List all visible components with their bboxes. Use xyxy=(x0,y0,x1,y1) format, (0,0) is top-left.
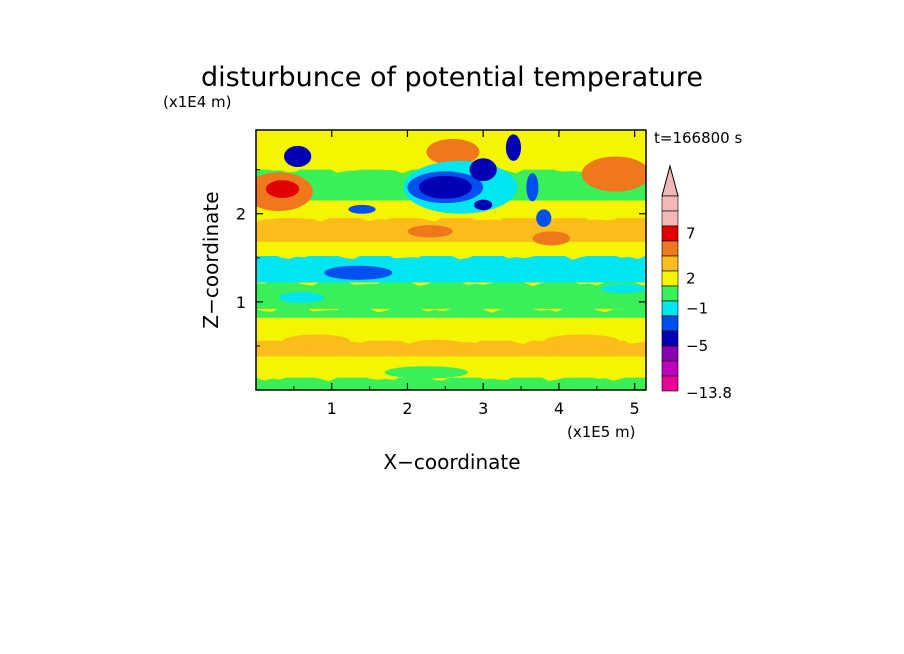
colorbar-label: 2 xyxy=(686,270,696,288)
time-label: t=166800 s xyxy=(654,129,742,147)
colorbar-label: −1 xyxy=(686,300,708,318)
colorbar-level xyxy=(661,360,679,377)
contour-band xyxy=(256,314,646,341)
x-tick-label: 5 xyxy=(630,399,640,418)
x-tick-label: 2 xyxy=(402,399,412,418)
ticks-layer: 1 2 3 4 5 1 2 xyxy=(236,130,646,418)
colorbar-level xyxy=(661,270,679,287)
contour-band xyxy=(256,238,646,257)
contour-blob xyxy=(265,180,300,198)
blobs-layer xyxy=(256,134,646,379)
colorbar-level xyxy=(661,285,679,302)
contour-blob xyxy=(284,145,312,168)
contour-band xyxy=(256,352,646,378)
contour-blob xyxy=(536,209,552,227)
colorbar-level xyxy=(661,255,679,272)
plot-area xyxy=(256,130,646,390)
contour-blob xyxy=(407,225,453,238)
colorbar-level xyxy=(661,345,679,362)
colorbar-label: 7 xyxy=(686,225,696,243)
colorbar-max-arrow xyxy=(661,164,679,197)
colorbar-min-label: −13.8 xyxy=(686,384,732,402)
x-axis-label: X−coordinate xyxy=(383,450,520,474)
colorbar: 7 2 −1 −5 −13.8 xyxy=(661,164,732,402)
x-tick-label: 4 xyxy=(554,399,564,418)
contour-blob xyxy=(469,158,497,182)
chart-title: disturbunce of potential temperature xyxy=(201,62,703,93)
contour-blob xyxy=(348,204,376,214)
colorbar-level xyxy=(661,240,679,257)
contour-blob xyxy=(474,199,493,211)
contour-blob xyxy=(384,366,469,379)
contour-band xyxy=(256,374,646,390)
x-unit-label: (x1E5 m) xyxy=(567,423,636,441)
contour-blob xyxy=(282,334,351,349)
contour-blob xyxy=(418,175,472,199)
y-axis-label: Z−coordinate xyxy=(199,191,223,328)
contour-blob xyxy=(526,173,539,202)
y-tick-label: 1 xyxy=(236,293,246,312)
contour-blob xyxy=(278,292,325,303)
colorbar-label: −5 xyxy=(686,337,708,355)
contour-blob xyxy=(600,284,646,294)
colorbar-level xyxy=(661,330,679,347)
contour-blob xyxy=(324,265,393,280)
colorbar-level xyxy=(661,300,679,317)
colorbar-level xyxy=(661,195,679,212)
contour-blob xyxy=(543,334,620,349)
colorbar-level xyxy=(661,375,679,392)
contour-band xyxy=(256,252,646,283)
y-unit-label: (x1E4 m) xyxy=(163,93,232,111)
x-tick-label: 1 xyxy=(327,399,337,418)
contour-blob xyxy=(505,134,522,161)
colorbar-level xyxy=(661,315,679,332)
contour-blob xyxy=(426,138,480,166)
contour-blob xyxy=(581,156,646,192)
colorbar-level xyxy=(661,225,679,242)
plot-frame xyxy=(255,129,647,391)
x-tick-label: 3 xyxy=(478,399,488,418)
y-tick-label: 2 xyxy=(236,205,246,224)
colorbar-level xyxy=(661,210,679,227)
contour-band xyxy=(256,278,646,309)
contour-blob xyxy=(532,231,571,246)
contour-blob xyxy=(407,339,469,353)
